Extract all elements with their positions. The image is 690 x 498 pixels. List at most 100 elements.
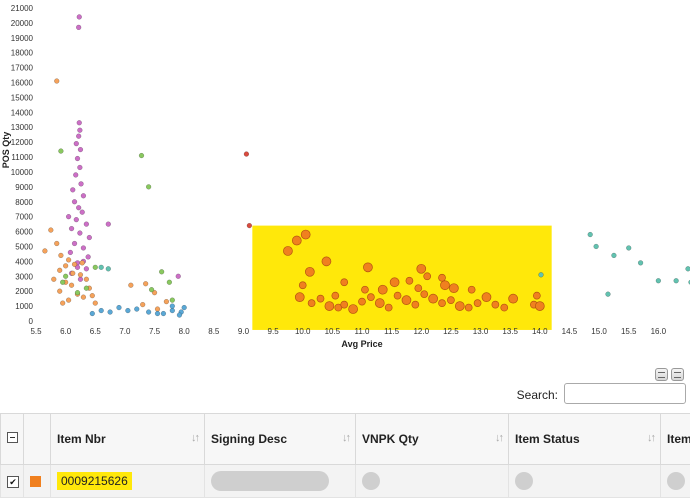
data-point[interactable] xyxy=(626,246,631,251)
data-point[interactable] xyxy=(77,231,82,236)
data-point[interactable] xyxy=(170,298,175,303)
data-point[interactable] xyxy=(70,187,75,192)
data-point[interactable] xyxy=(349,305,358,314)
data-point[interactable] xyxy=(606,292,611,297)
data-point[interactable] xyxy=(81,295,86,300)
data-point[interactable] xyxy=(78,272,83,277)
data-point[interactable] xyxy=(492,301,499,308)
data-point[interactable] xyxy=(128,283,133,288)
data-point[interactable] xyxy=(638,260,643,265)
data-point[interactable] xyxy=(80,210,85,215)
data-point[interactable] xyxy=(108,310,113,315)
data-point[interactable] xyxy=(170,308,175,313)
data-point[interactable] xyxy=(76,205,81,210)
data-point[interactable] xyxy=(87,235,92,240)
data-point[interactable] xyxy=(341,279,348,286)
grid-view-icon[interactable] xyxy=(671,368,684,381)
column-header-item-nbr[interactable]: Item Nbr ↓↑ xyxy=(51,414,205,465)
data-point[interactable] xyxy=(93,301,98,306)
data-point[interactable] xyxy=(244,152,249,157)
data-point[interactable] xyxy=(468,286,475,293)
column-header-item-status[interactable]: Item Status ↓↑ xyxy=(509,414,661,465)
data-point[interactable] xyxy=(84,277,89,282)
data-point[interactable] xyxy=(429,294,438,303)
table-row[interactable]: ✔ 0009215626 xyxy=(1,465,690,498)
data-point[interactable] xyxy=(177,313,182,318)
data-point[interactable] xyxy=(449,284,458,293)
checkbox[interactable]: ✔ xyxy=(7,476,19,488)
data-point[interactable] xyxy=(76,25,81,30)
data-point[interactable] xyxy=(77,128,82,133)
sort-icon[interactable]: ↓↑ xyxy=(647,432,654,444)
data-point[interactable] xyxy=(146,184,151,189)
data-point[interactable] xyxy=(594,244,599,249)
data-point[interactable] xyxy=(375,299,384,308)
data-point[interactable] xyxy=(74,141,79,146)
data-point[interactable] xyxy=(149,287,154,292)
data-point[interactable] xyxy=(182,305,187,310)
sort-icon[interactable]: ↓↑ xyxy=(342,432,349,444)
data-point[interactable] xyxy=(106,266,111,271)
data-point[interactable] xyxy=(84,266,89,271)
data-point[interactable] xyxy=(674,278,679,283)
data-point[interactable] xyxy=(378,285,387,294)
data-point[interactable] xyxy=(295,293,304,302)
data-point[interactable] xyxy=(42,249,47,254)
data-point[interactable] xyxy=(72,241,77,246)
data-point[interactable] xyxy=(117,305,122,310)
data-point[interactable] xyxy=(84,286,89,291)
data-point[interactable] xyxy=(474,300,481,307)
data-point[interactable] xyxy=(332,292,339,299)
data-point[interactable] xyxy=(125,308,130,313)
data-point[interactable] xyxy=(60,280,65,285)
data-point[interactable] xyxy=(394,292,401,299)
data-point[interactable] xyxy=(417,264,426,273)
data-point[interactable] xyxy=(90,293,95,298)
data-point[interactable] xyxy=(482,293,491,302)
search-input[interactable] xyxy=(564,383,686,404)
data-point[interactable] xyxy=(77,15,82,20)
data-point[interactable] xyxy=(402,296,411,305)
data-point[interactable] xyxy=(440,281,449,290)
data-point[interactable] xyxy=(99,265,104,270)
data-point[interactable] xyxy=(78,277,83,282)
column-header-vnpk-qty[interactable]: VNPK Qty ↓↑ xyxy=(356,414,509,465)
data-point[interactable] xyxy=(106,222,111,227)
data-point[interactable] xyxy=(139,153,144,158)
data-point[interactable] xyxy=(533,292,540,299)
data-point[interactable] xyxy=(80,260,85,265)
data-point[interactable] xyxy=(63,263,68,268)
data-point[interactable] xyxy=(308,300,315,307)
data-point[interactable] xyxy=(170,304,175,309)
data-point[interactable] xyxy=(612,253,617,258)
data-point[interactable] xyxy=(686,266,690,271)
data-point[interactable] xyxy=(415,285,422,292)
data-point[interactable] xyxy=(72,199,77,204)
data-point[interactable] xyxy=(299,282,306,289)
data-point[interactable] xyxy=(439,300,446,307)
data-point[interactable] xyxy=(325,302,334,311)
data-point[interactable] xyxy=(66,257,71,262)
data-point[interactable] xyxy=(60,301,65,306)
row-select-cell[interactable]: ✔ xyxy=(1,465,24,498)
data-point[interactable] xyxy=(58,149,63,154)
data-point[interactable] xyxy=(301,230,310,239)
data-point[interactable] xyxy=(247,223,252,228)
data-point[interactable] xyxy=(390,278,399,287)
data-point[interactable] xyxy=(465,304,472,311)
data-point[interactable] xyxy=(57,268,62,273)
sort-icon[interactable]: ↓↑ xyxy=(191,432,198,444)
data-point[interactable] xyxy=(69,226,74,231)
data-point[interactable] xyxy=(292,236,301,245)
data-point[interactable] xyxy=(68,250,73,255)
data-point[interactable] xyxy=(66,214,71,219)
data-point[interactable] xyxy=(363,263,372,272)
data-point[interactable] xyxy=(385,304,392,311)
data-point[interactable] xyxy=(77,165,82,170)
data-point[interactable] xyxy=(509,294,518,303)
data-point[interactable] xyxy=(501,304,508,311)
data-point[interactable] xyxy=(75,156,80,161)
data-point[interactable] xyxy=(57,289,62,294)
data-point[interactable] xyxy=(79,181,84,186)
data-point[interactable] xyxy=(455,302,464,311)
